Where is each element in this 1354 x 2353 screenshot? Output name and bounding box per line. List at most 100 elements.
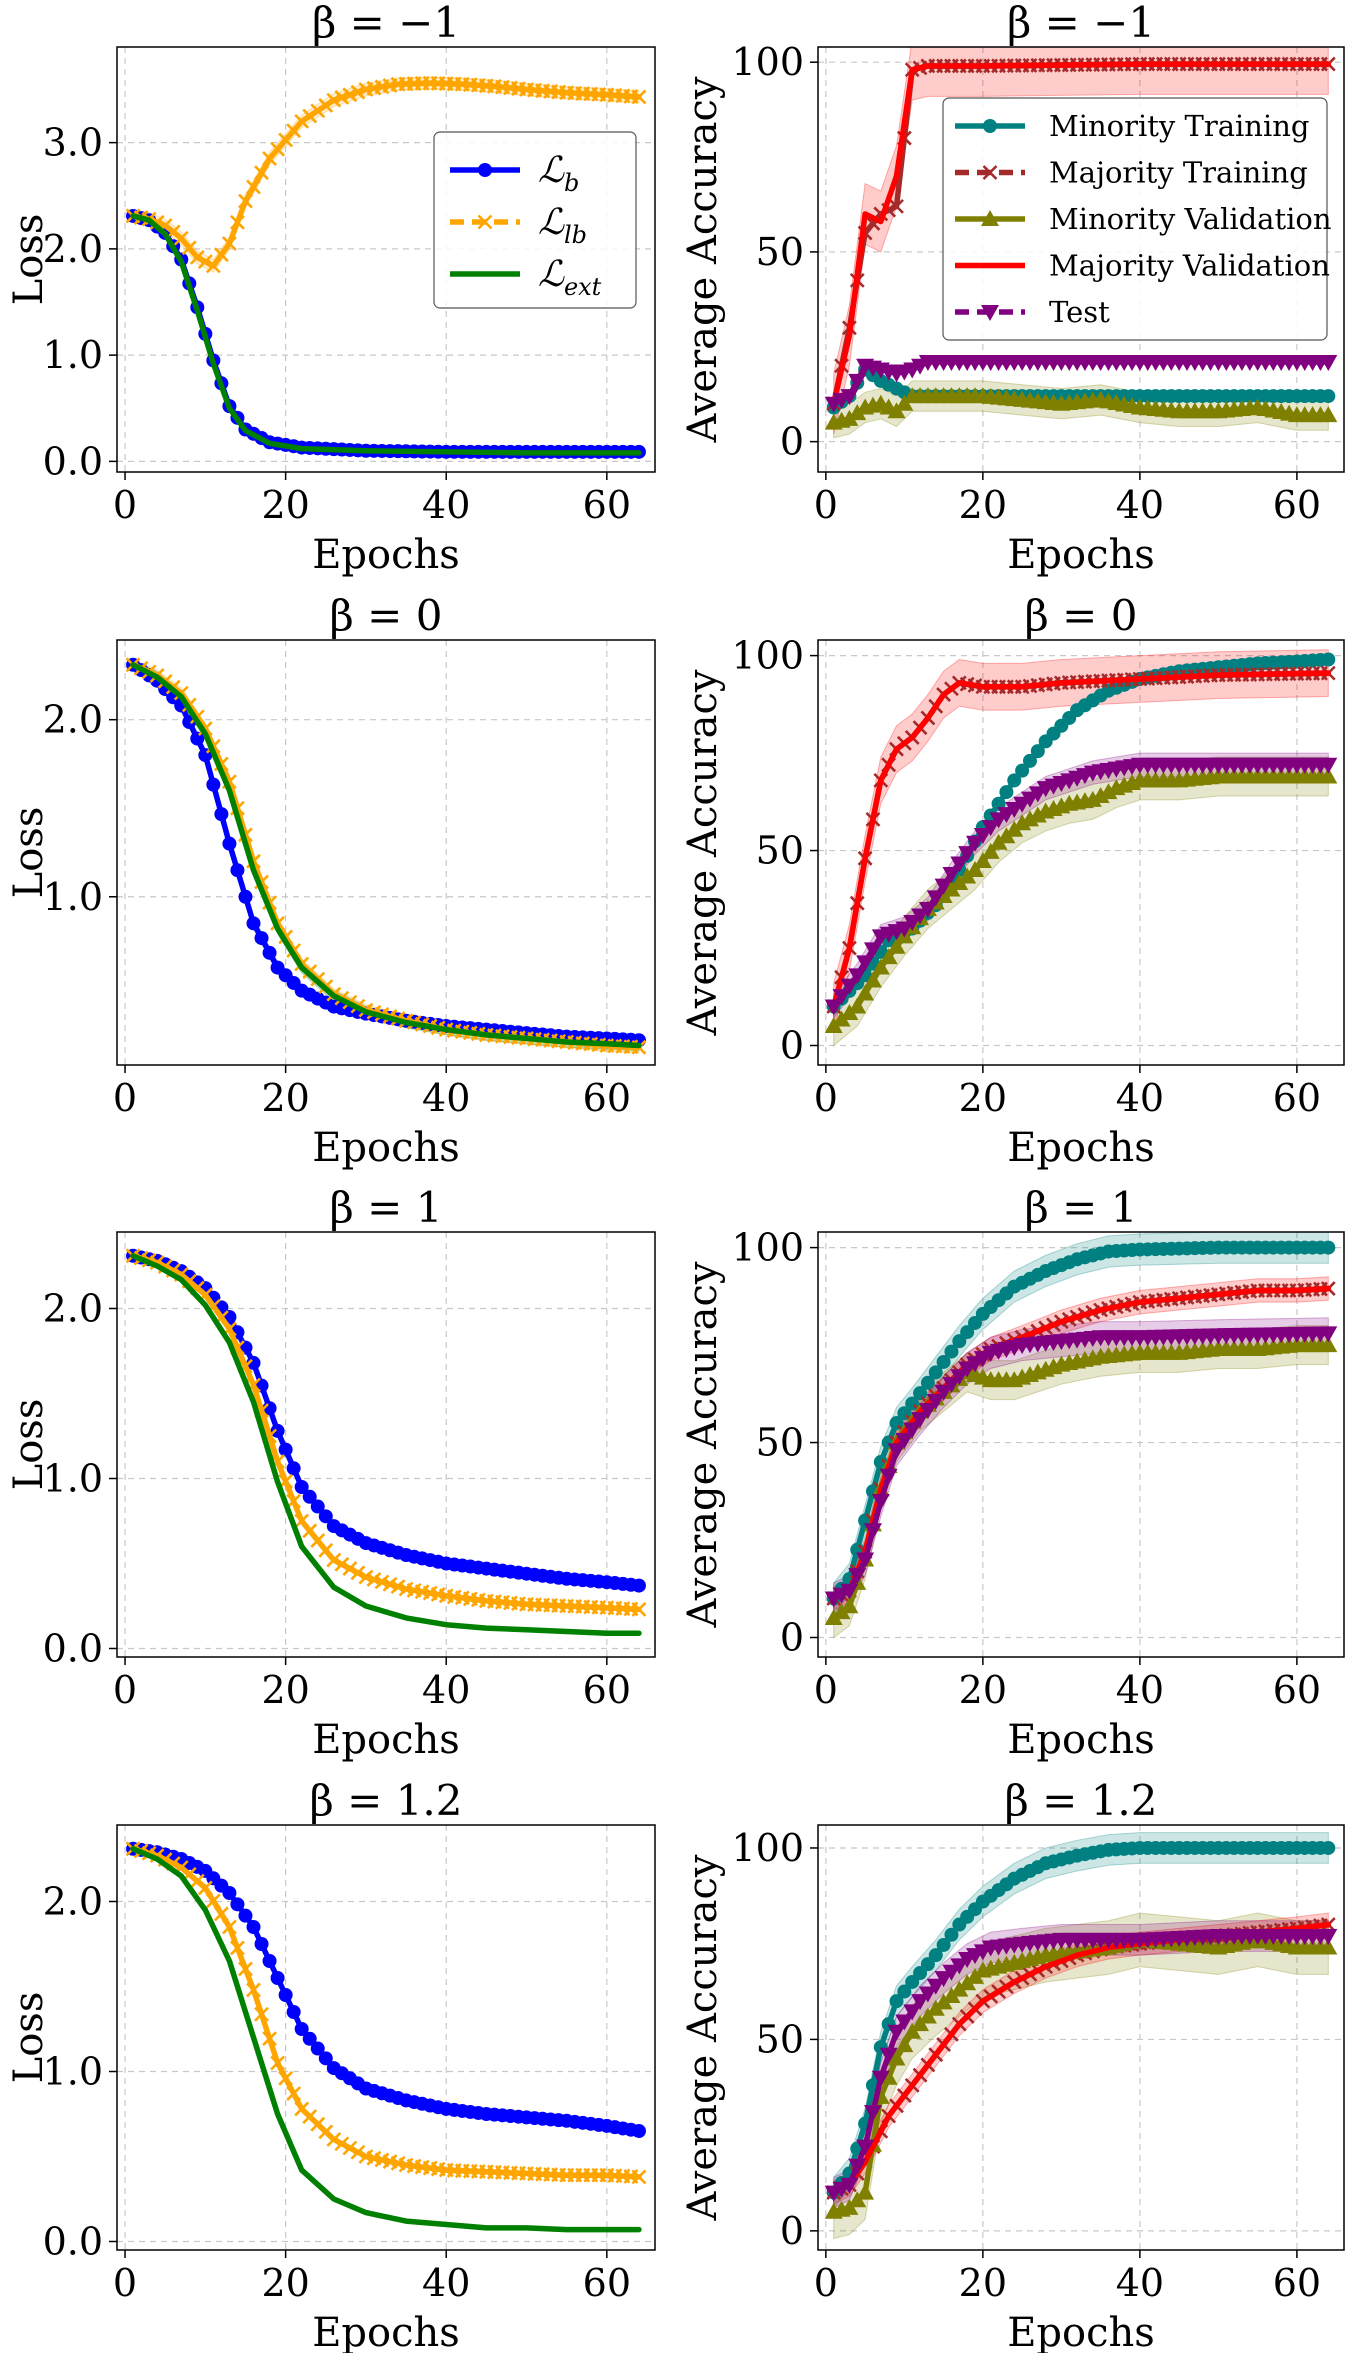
L_lb-marker — [631, 89, 647, 105]
y-axis-label: Loss — [6, 214, 52, 306]
L_b-marker — [238, 889, 253, 904]
L_lb-marker — [302, 108, 318, 124]
L_b-marker — [222, 1886, 237, 1900]
test-marker — [911, 1412, 930, 1429]
majority_training-marker — [889, 198, 904, 214]
acc-beta-1-2-panel: 0 20 40 60 0 50 100 β = 1.2 Epochs Average Accura… — [680, 1776, 1345, 2353]
x-tick-label: 60 — [1273, 1668, 1321, 1712]
L_b-marker — [246, 916, 261, 931]
L_ext-legend-label: ℒext — [538, 254, 602, 301]
x-tick-label: 40 — [422, 483, 470, 527]
test-marker — [918, 1986, 937, 2003]
minority_training-marker — [1321, 652, 1336, 667]
test-marker — [966, 835, 985, 852]
L_b-marker — [254, 1937, 269, 1951]
L_b-marker — [631, 1578, 646, 1593]
x-tick-label: 20 — [261, 483, 309, 527]
y-axis-label: Loss — [6, 807, 52, 899]
chart-title: β = 0 — [330, 591, 443, 640]
axes-frame — [817, 1824, 1345, 2251]
y-tick-label: 0 — [780, 1024, 804, 1068]
y-tick-label: 1.0 — [43, 875, 103, 919]
L_lb-marker — [342, 87, 358, 103]
minority_training-marker — [1007, 773, 1022, 788]
minority_training-marker — [928, 1365, 943, 1380]
test-marker — [863, 942, 882, 959]
minority_training-marker — [960, 1325, 975, 1340]
L_lb-marker — [631, 2169, 647, 2185]
test-marker — [871, 1494, 890, 1511]
test-marker — [856, 1552, 875, 1569]
axes-frame — [817, 639, 1345, 1066]
L_lb-marker — [197, 1880, 213, 1896]
test-marker — [903, 2004, 922, 2021]
minority_validation-band — [833, 1325, 1329, 1639]
test-marker — [840, 2177, 859, 2194]
test-legend-label: Test — [1049, 295, 1110, 329]
L_lb-marker — [230, 1940, 245, 1956]
test-marker — [911, 908, 930, 925]
L_lb-marker — [318, 98, 334, 113]
L_lb-marker — [197, 254, 213, 270]
L_b-marker — [238, 1908, 253, 1923]
minority_validation-marker — [966, 861, 985, 878]
L_b-marker — [254, 931, 269, 946]
test-marker — [926, 1978, 945, 1995]
L_b-legend-label: ℒb — [538, 150, 579, 197]
x-axis-label: Epochs — [1007, 1717, 1155, 1763]
L_lb-marker — [205, 1893, 221, 1909]
L_b-marker — [294, 1480, 309, 1494]
chart-title: β = 1 — [330, 1183, 443, 1232]
axes-frame — [116, 639, 656, 1066]
minority_validation-marker — [832, 1603, 851, 1620]
x-tick-label: 40 — [422, 1668, 470, 1712]
L_b-marker — [318, 2051, 333, 2066]
chart-title: β = −1 — [312, 0, 460, 47]
test-marker — [981, 820, 1000, 837]
L_b-marker — [214, 807, 229, 822]
x-axis-label: Epochs — [1007, 2310, 1155, 2353]
minority_validation-marker — [1319, 406, 1338, 423]
minority_validation-marker — [848, 404, 867, 421]
y-tick-label: 50 — [756, 829, 804, 873]
minority_validation-line — [830, 1342, 1332, 1621]
test-marker — [911, 1994, 930, 2011]
minority_validation-marker — [887, 937, 906, 954]
test-marker — [863, 1523, 882, 1540]
loss-beta-neg1-plot-area — [125, 75, 647, 459]
test-marker — [926, 890, 945, 907]
x-tick-label: 40 — [1116, 1076, 1164, 1120]
L_lb-marker — [246, 1982, 261, 1998]
majority_validation-legend-label: Majority Validation — [1049, 249, 1330, 283]
L_b-marker — [294, 2022, 309, 2036]
test-marker — [950, 856, 969, 873]
minority_training-marker — [936, 1937, 951, 1952]
minority_training-marker — [999, 785, 1014, 800]
test-marker — [918, 902, 937, 919]
L_ext-line — [130, 662, 642, 1049]
y-tick-label: 1.0 — [43, 1457, 103, 1501]
L_lb-marker — [294, 113, 310, 129]
minority_validation-marker — [840, 1597, 859, 1614]
test-marker — [942, 1377, 961, 1394]
x-axis-label: Epochs — [312, 1717, 460, 1763]
L_b-line — [130, 662, 642, 1043]
x-axis-label: Epochs — [1007, 532, 1155, 578]
y-axis-label: Average Accuracy — [680, 669, 726, 1036]
test-marker — [934, 1384, 953, 1401]
y-tick-label: 0.0 — [43, 1627, 103, 1671]
chart-title: β = 1.2 — [310, 1776, 463, 1825]
axes-frame — [116, 1824, 656, 2251]
L_b-marker — [278, 1988, 293, 2002]
minority_validation-marker — [1319, 1938, 1338, 1955]
L_ext-line — [130, 213, 642, 456]
y-axis-label: Loss — [6, 1992, 52, 2084]
loss-beta-1-panel: 0 20 40 60 0.0 1.0 2.0 β = 1 Epochs Loss — [6, 1183, 656, 1763]
minority_validation-marker — [840, 409, 859, 426]
majority_training-legend-label: Majority Training — [1049, 156, 1308, 190]
test-marker — [903, 1422, 922, 1439]
L_lb-marker — [238, 193, 253, 209]
y-tick-label: 0.0 — [43, 2220, 103, 2264]
L_b-marker — [310, 2041, 325, 2056]
test-marker — [879, 1468, 898, 1485]
